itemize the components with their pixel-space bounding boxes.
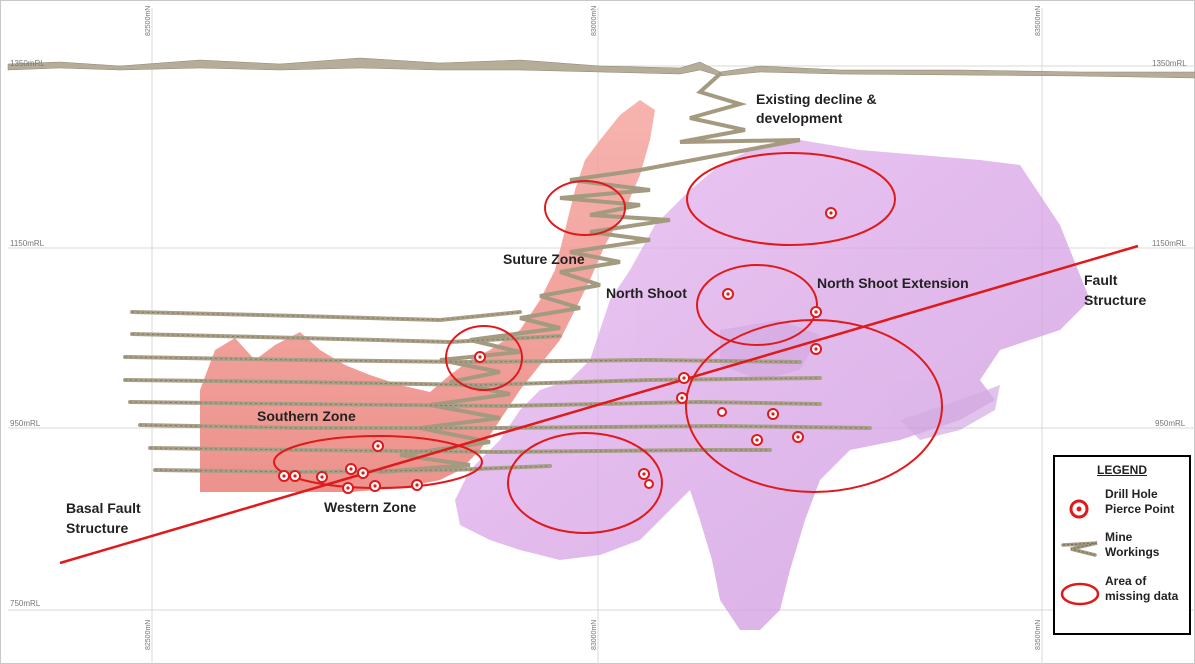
fault-structure-line (59, 244, 1139, 565)
northing-label-top-83500: 83500mN (1035, 6, 1042, 36)
rl-label-right-1350: 1350mRL (1152, 59, 1187, 68)
southern-orebody (200, 100, 655, 492)
missing-data-ellipse (686, 152, 896, 246)
drill-hole-pierce-point-icon (369, 480, 381, 492)
rl-label-left-950: 950mRL (10, 419, 41, 428)
annotation-line: Structure (66, 520, 128, 536)
rl-label-right-950: 950mRL (1155, 419, 1186, 428)
north-shoot-label: North Shoot (606, 285, 687, 301)
northing-label-bottom-83000: 83000mN (591, 620, 598, 650)
annotation-line: Basal Fault (66, 500, 141, 516)
grid-labels: 1350mRL 1150mRL 950mRL 750mRL 1350mRL 11… (10, 6, 1187, 650)
annotation-line: Structure (1084, 292, 1146, 308)
northing-label-top-83000: 83000mN (591, 6, 598, 36)
legend-title: LEGEND (1096, 463, 1147, 477)
drill-hole-pierce-point-icon (825, 207, 837, 219)
suture-zone-label: Suture Zone (503, 251, 585, 267)
annotations: Existing decline & development Suture Zon… (66, 91, 1146, 536)
drill-hole-pierce-point-icon (638, 468, 650, 480)
rl-label-right-1150: 1150mRL (1152, 239, 1187, 248)
missing-data-areas (273, 152, 943, 534)
annotation-line: Fault (1084, 272, 1118, 288)
missing-data-ellipse (696, 264, 818, 346)
drill-hole-pierce-point-icon (678, 372, 690, 384)
drill-hole-pierce-point-icon (411, 479, 423, 491)
surface-topography (7, 57, 1195, 79)
northing-label-bottom-83500: 83500mN (1035, 620, 1042, 650)
mine-workings-icon (1061, 541, 1098, 557)
western-zone-label: Western Zone (324, 499, 417, 515)
drill-hole-pierce-point-icon (717, 407, 727, 417)
drill-hole-pierce-point-icon (372, 440, 384, 452)
annotation-line: development (756, 110, 843, 126)
drill-hole-pierce-point-icon (474, 351, 486, 363)
northing-label-top-82500: 82500mN (145, 6, 152, 36)
drill-hole-pierce-point-icon (357, 467, 369, 479)
annotation-line: Existing decline & (756, 91, 877, 107)
fault-structure-label: Fault Structure (1084, 272, 1146, 308)
missing-data-ellipse (507, 432, 663, 534)
drill-hole-pierce-point-icon (792, 431, 804, 443)
missing-data-ellipse (685, 319, 943, 493)
missing-data-ellipse-icon (1060, 582, 1100, 606)
legend-missing-data-label: Area of missing data (1105, 574, 1179, 603)
drill-hole-pierce-point-icon (676, 392, 688, 404)
drill-hole-pierce-point-icon (722, 288, 734, 300)
southern-zone-label: Southern Zone (257, 408, 356, 424)
existing-decline-label: Existing decline & development (756, 91, 877, 126)
annotation-line: Western Zone (324, 499, 417, 515)
rl-label-left-1350: 1350mRL (10, 59, 45, 68)
northing-label-bottom-82500: 82500mN (145, 620, 152, 650)
drill-hole-pierce-point-icon (316, 471, 328, 483)
annotation-line: North Shoot Extension (817, 275, 969, 291)
drill-hole-pierce-point-icon (810, 306, 822, 318)
missing-data-ellipse (544, 180, 626, 236)
drill-hole-pierce-point-icon (767, 408, 779, 420)
drill-hole-pierce-point-icon (289, 470, 301, 482)
annotation-line: North Shoot (606, 285, 687, 301)
north-shoot-extension-label: North Shoot Extension (817, 275, 969, 291)
legend-drill-hole-label: Drill Hole Pierce Point (1105, 487, 1175, 516)
drill-hole-pierce-point-icon (278, 470, 290, 482)
drill-hole-pierce-point-icon (751, 434, 763, 446)
legend: LEGEND Drill Hole Pierce Point Mine Work… (1053, 455, 1191, 635)
drill-hole-pierce-point-icon (810, 343, 822, 355)
rl-label-left-1150: 1150mRL (10, 239, 45, 248)
basal-fault-structure-label: Basal Fault Structure (66, 500, 141, 536)
drill-hole-pierce-point-icon (644, 479, 654, 489)
drill-hole-pierce-point-icon (342, 482, 354, 494)
drill-hole-pierce-point-icon (1069, 499, 1089, 519)
drill-hole-pierce-points (278, 207, 837, 494)
legend-mine-workings-label: Mine Workings (1105, 530, 1160, 559)
annotation-line: Southern Zone (257, 408, 356, 424)
rl-label-left-750: 750mRL (10, 599, 41, 608)
annotation-line: Suture Zone (503, 251, 585, 267)
drill-hole-pierce-point-icon (345, 463, 357, 475)
missing-data-ellipse (445, 325, 523, 391)
